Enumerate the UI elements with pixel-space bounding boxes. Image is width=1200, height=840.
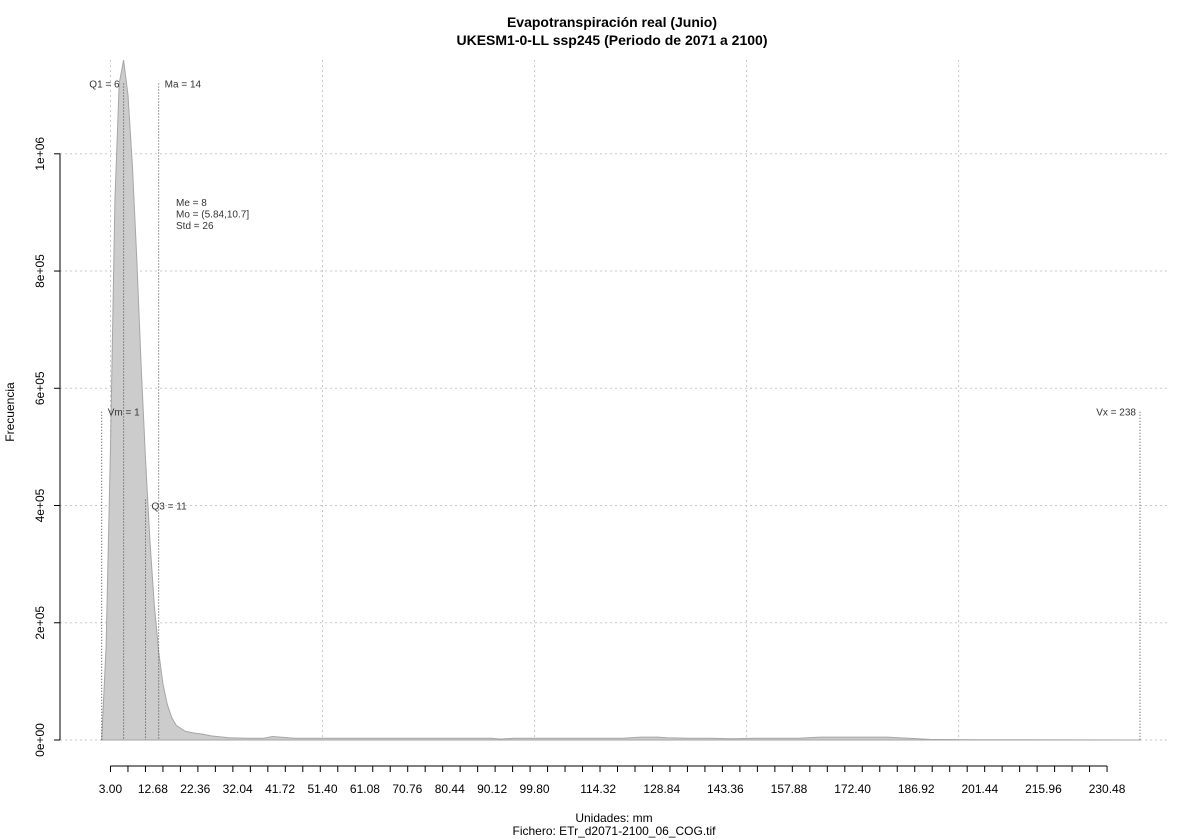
x-tick-label-18: 215.96 [1025,782,1062,796]
x-tick-label-1: 12.68 [138,782,168,796]
x-tick-label-17: 201.44 [961,782,998,796]
y-tick-label-0: 0e+00 [33,723,47,757]
stat-line-0: Me = 8 [176,198,207,209]
x-tick-label-10: 99.80 [520,782,550,796]
x-tick-label-6: 61.08 [350,782,380,796]
y-tick-label-5: 1e+06 [33,137,47,171]
marker-label-0: Q1 = 6 [89,79,120,90]
chart-subtitle: UKESM1-0-LL ssp245 (Periodo de 2071 a 21… [457,32,768,48]
x-tick-label-11: 114.32 [580,782,616,796]
x-tick-label-19: 230.48 [1089,782,1126,796]
x-tick-label-13: 143.36 [707,782,744,796]
density-curve [101,59,1141,741]
y-axis-label: Frecuencia [3,382,17,442]
y-tick-label-2: 4e+05 [33,488,47,522]
stat-line-1: Mo = (5.84,10.7] [176,210,249,221]
stats-block: Me = 8Mo = (5.84,10.7]Std = 26 [176,198,249,232]
x-tick-label-2: 22.36 [180,782,210,796]
axes: 0e+00 2e+05 4e+05 6e+05 8e+05 1e+06 3.00 12.68 2… [33,137,1126,796]
file-caption: Fichero: ETr_d2071-2100_06_COG.tif [513,824,717,838]
x-tick-label-16: 186.92 [898,782,935,796]
marker-label-4: Vx = 238 [1096,408,1136,419]
stat-line-2: Std = 26 [176,221,214,232]
chart-title: Evapotranspiración real (Junio) [507,14,717,30]
x-tick-label-0: 3.00 [99,782,123,796]
x-axis-label: Unidades: mm [575,811,652,825]
x-tick-label-5: 51.40 [307,782,337,796]
x-tick-label-4: 41.72 [265,782,295,796]
marker-label-1: Ma = 14 [165,79,202,90]
x-tick-label-12: 128.84 [643,782,680,796]
x-tick-label-8: 80.44 [435,782,465,796]
y-tick-label-3: 6e+05 [33,371,47,405]
x-tick-label-15: 172.40 [834,782,871,796]
marker-label-3: Q3 = 11 [152,502,188,513]
y-tick-label-1: 2e+05 [33,606,47,640]
x-tick-label-14: 157.88 [771,782,808,796]
stat-markers: Q1 = 6 Ma = 14 Vm = 1 Q3 = 11 Vx = 238 [89,79,1141,740]
marker-label-2: Vm = 1 [108,408,140,419]
x-tick-label-9: 90.12 [477,782,507,796]
y-tick-label-4: 8e+05 [33,254,47,288]
x-tick-label-3: 32.04 [223,782,253,796]
grid-lines [60,60,1170,741]
density-area [101,59,1141,741]
x-tick-label-7: 70.76 [392,782,422,796]
